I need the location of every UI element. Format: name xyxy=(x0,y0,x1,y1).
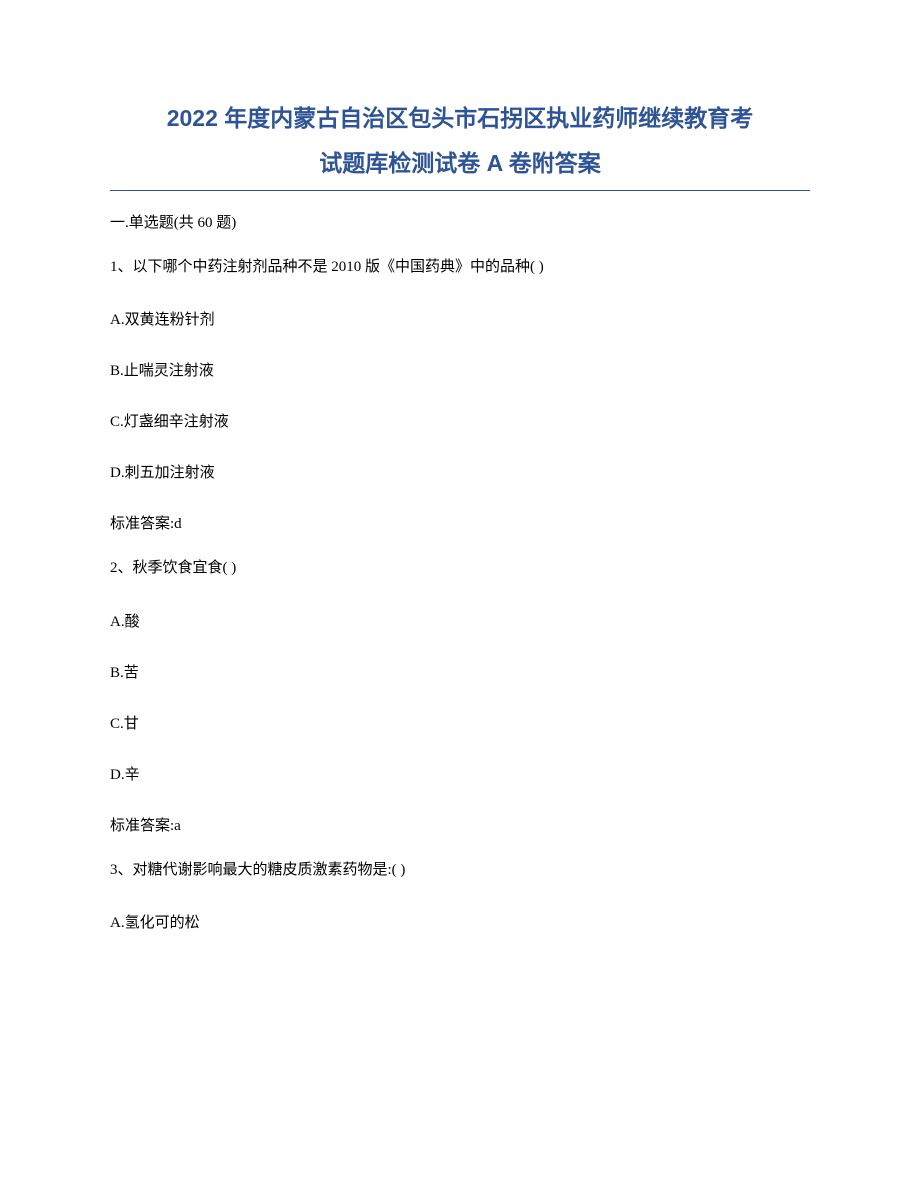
document-title-line1: 2022 年度内蒙古自治区包头市石拐区执业药师继续教育考 xyxy=(110,100,810,137)
question-2-option-b: B.苦 xyxy=(110,661,810,682)
question-2-option-a: A.酸 xyxy=(110,610,810,631)
question-2-answer: 标准答案:a xyxy=(110,814,810,835)
document-title-line2: 试题库检测试卷 A 卷附答案 xyxy=(110,145,810,182)
question-3-text: 3、对糖代谢影响最大的糖皮质激素药物是:( ) xyxy=(110,859,810,882)
question-2-option-d: D.辛 xyxy=(110,763,810,784)
question-2-option-c: C.甘 xyxy=(110,712,810,733)
question-3-option-a: A.氢化可的松 xyxy=(110,911,810,932)
question-1-option-a: A.双黄连粉针剂 xyxy=(110,308,810,329)
question-1-text: 1、以下哪个中药注射剂品种不是 2010 版《中国药典》中的品种( ) xyxy=(110,256,810,279)
question-1-answer: 标准答案:d xyxy=(110,512,810,533)
question-1-option-d: D.刺五加注射液 xyxy=(110,461,810,482)
question-2-text: 2、秋季饮食宜食( ) xyxy=(110,557,810,580)
question-1-option-c: C.灯盏细辛注射液 xyxy=(110,410,810,431)
section-header: 一.单选题(共 60 题) xyxy=(110,211,810,232)
title-underline xyxy=(110,190,810,191)
question-1-option-b: B.止喘灵注射液 xyxy=(110,359,810,380)
